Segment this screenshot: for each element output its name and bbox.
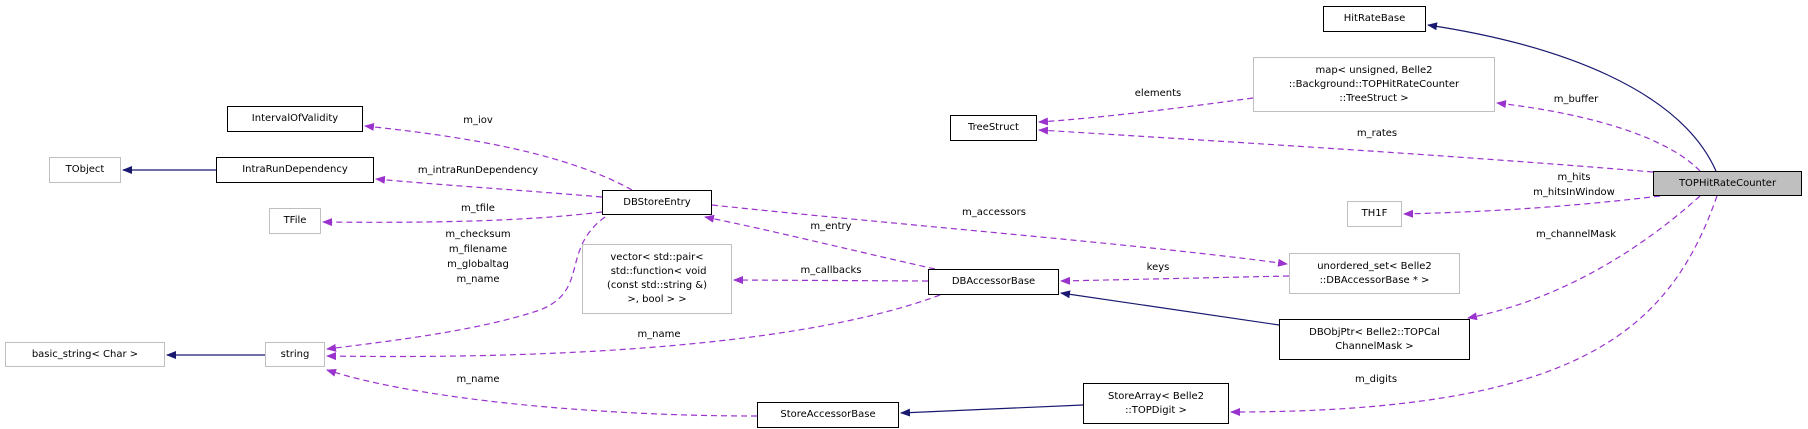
- label-m-accessors: m_accessors: [962, 207, 1026, 218]
- label-m-entry: m_entry: [810, 221, 852, 232]
- node-dbstoreentry[interactable]: DBStoreEntry: [602, 190, 712, 215]
- node-tophitratecounter: TOPHitRateCounter: [1653, 171, 1802, 196]
- label-m-intrarundependency: m_intraRunDependency: [417, 165, 539, 176]
- edge-elements: [1038, 97, 1254, 126]
- label-m-rates: m_rates: [1356, 128, 1398, 139]
- node-tobject: TObject: [49, 157, 121, 183]
- node-vector: vector< std::pair< std::function< void (…: [582, 244, 732, 314]
- edge-m-channelmask: [1467, 195, 1701, 321]
- label-elements: elements: [1134, 88, 1182, 99]
- edge-inherit-hitratebase: [1427, 22, 1717, 172]
- edge-m-entry: [704, 214, 936, 270]
- edge-m-callbacks: [733, 276, 929, 285]
- node-map: map< unsigned, Belle2 ::Background::TOPH…: [1253, 57, 1495, 112]
- label-m-buffer: m_buffer: [1553, 94, 1599, 105]
- edge-keys: [1060, 275, 1290, 285]
- node-storeaccessorbase[interactable]: StoreAccessorBase: [757, 402, 899, 428]
- node-hitratebase[interactable]: HitRateBase: [1323, 6, 1426, 32]
- edge-m-tfile: [322, 211, 603, 227]
- label-string-members: m_checksum m_filename m_globaltag m_name: [445, 229, 511, 285]
- label-m-callbacks: m_callbacks: [800, 265, 862, 276]
- node-th1f: TH1F: [1347, 201, 1402, 227]
- edge-inherit-dbaccessorbase: [1060, 290, 1280, 326]
- node-string: string: [265, 342, 325, 367]
- edge-m-buffer: [1496, 100, 1701, 172]
- edge-m-digits: [1230, 195, 1718, 416]
- edge-string-members: [326, 216, 606, 352]
- label-m-digits: m_digits: [1354, 374, 1398, 385]
- edge-m-rates: [1038, 126, 1654, 173]
- edge-inherit-storeaccessorbase: [900, 404, 1084, 417]
- edge-m-iov: [364, 122, 633, 191]
- edge-m-name-dbaccessor: [326, 294, 941, 361]
- label-m-name-storeaccessor: m_name: [456, 374, 500, 385]
- label-m-name-dbaccessor: m_name: [637, 329, 681, 340]
- node-treestruct[interactable]: TreeStruct: [950, 115, 1037, 141]
- node-tfile: TFile: [269, 208, 321, 234]
- node-intervalofvalidity[interactable]: IntervalOfValidity: [227, 106, 363, 132]
- label-m-hits: m_hits m_hitsInWindow: [1533, 172, 1615, 198]
- label-m-iov: m_iov: [463, 115, 493, 126]
- node-basic-string: basic_string< Char >: [5, 342, 165, 367]
- edge-m-accessors: [711, 204, 1288, 267]
- node-storearray[interactable]: StoreArray< Belle2 ::TOPDigit >: [1083, 383, 1229, 424]
- label-keys: keys: [1146, 262, 1170, 273]
- node-dbaccessorbase[interactable]: DBAccessorBase: [928, 269, 1059, 295]
- edge-m-name-storeaccessor: [326, 368, 758, 417]
- label-m-channelmask: m_channelMask: [1535, 229, 1617, 240]
- node-dbobjptr[interactable]: DBObjPtr< Belle2::TOPCal ChannelMask >: [1279, 319, 1470, 360]
- edge-m-intrarundependency: [375, 175, 603, 198]
- node-intrarundependency[interactable]: IntraRunDependency: [216, 157, 374, 183]
- label-m-tfile: m_tfile: [461, 203, 495, 214]
- node-unordered-set: unordered_set< Belle2 ::DBAccessorBase *…: [1289, 253, 1460, 294]
- edge-m-hits: [1403, 195, 1661, 218]
